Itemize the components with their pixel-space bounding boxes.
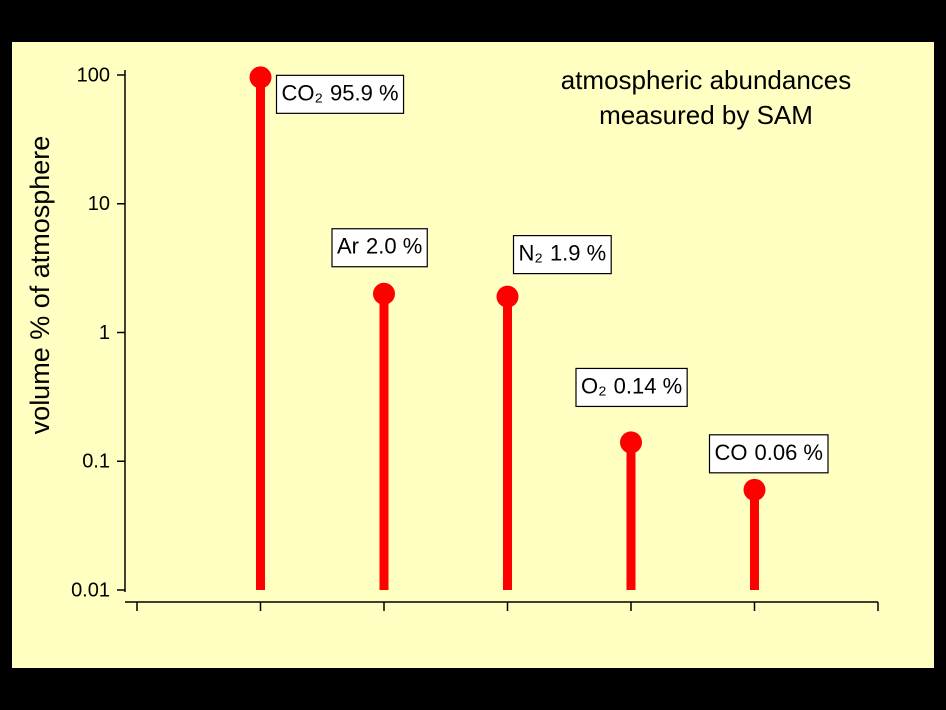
data-label-box [275,74,405,114]
data-label-box [575,367,688,408]
dot [743,478,766,501]
dot [620,431,642,454]
y-axis-label: volume % of atmosphere [25,136,55,435]
y-tick-label: 10 [88,193,110,215]
dot [373,282,395,305]
data-label: Ar 2.0 % [331,228,428,268]
value-label: 1.9 % [550,240,606,265]
dot [249,66,272,89]
data-label-text: CO₂ 95.9 % [282,80,399,105]
y-tick-label: 0.1 [82,451,110,473]
data-label: O₂ 0.14 % [575,367,688,408]
data-label: CO 0.06 % [708,434,829,474]
chart-title: measured by SAM [599,100,813,130]
value-label: 0.14 % [614,373,683,398]
value-label: 0.06 % [755,440,824,465]
chart-title: atmospheric abundances [561,65,852,95]
data-label-text: O₂ 0.14 % [581,373,682,398]
category-label: CO₂ [282,80,324,105]
data-label-text: CO 0.06 % [715,440,824,465]
data-label-text: N₂ 1.9 % [519,240,607,265]
data-label-text: Ar 2.0 % [337,234,422,259]
category-label: Ar [337,234,359,259]
y-tick-label: 1 [99,322,110,344]
y-tick-label: 100 [77,64,110,86]
category-label: O₂ [581,373,607,398]
value-label: 95.9 % [330,80,399,105]
chart-panel [12,42,934,668]
value-label: 2.0 % [366,234,422,259]
category-label: CO [715,440,748,465]
category-label: N₂ [519,240,543,265]
y-tick-label: 0.01 [71,579,110,601]
data-label: CO₂ 95.9 % [275,74,405,114]
data-label-box [708,434,829,474]
data-label: N₂ 1.9 % [512,235,612,275]
data-label-box [331,228,428,268]
data-label-box [512,235,612,275]
dot [496,285,519,308]
